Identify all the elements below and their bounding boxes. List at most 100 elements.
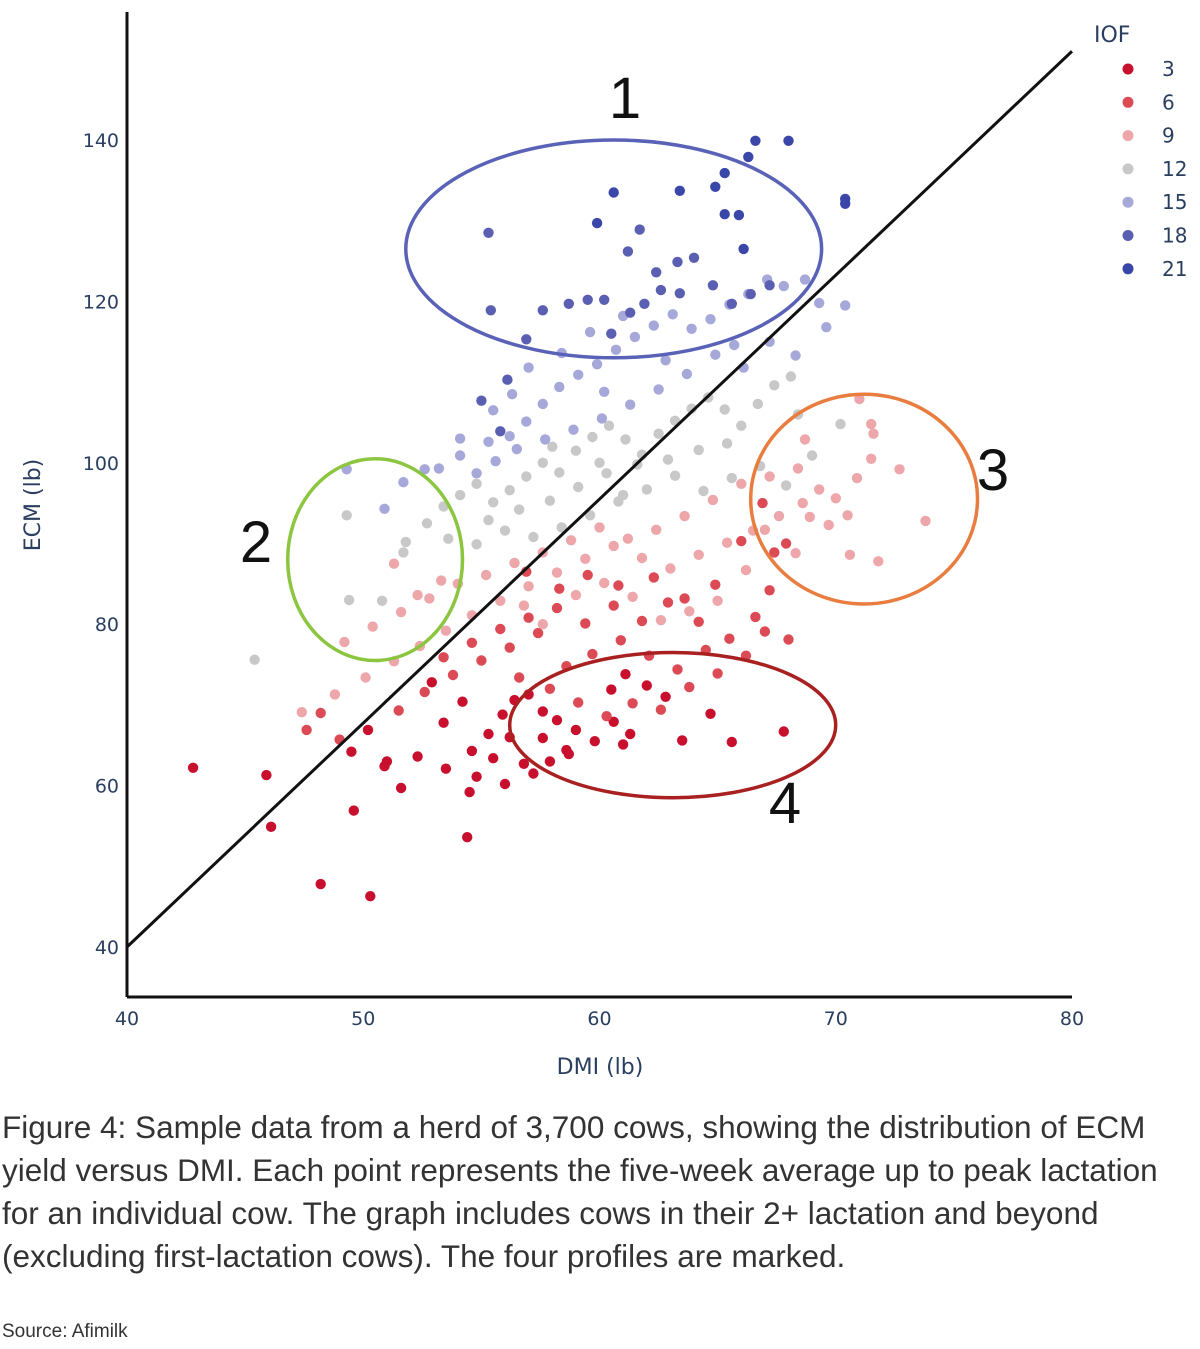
data-point-iof-12 xyxy=(547,441,558,452)
data-point-iof-3 xyxy=(537,732,548,744)
data-point-iof-12 xyxy=(249,654,260,665)
data-point-iof-9 xyxy=(759,524,771,535)
data-point-iof-21 xyxy=(591,217,603,229)
data-point-iof-3 xyxy=(537,706,548,717)
data-point-iof-9 xyxy=(823,519,834,531)
legend: IOF 3 6 9 12 15 18 21 xyxy=(1094,23,1187,281)
data-point-iof-15 xyxy=(398,477,409,488)
data-point-iof-9 xyxy=(440,625,452,636)
data-point-iof-21 xyxy=(733,209,745,221)
data-point-iof-9 xyxy=(693,549,704,560)
data-point-iof-12 xyxy=(669,470,681,481)
y-tick-label: 140 xyxy=(83,130,119,152)
data-point-iof-3 xyxy=(365,891,376,902)
data-point-iof-12 xyxy=(653,428,664,439)
profile-2-ellipse xyxy=(285,456,465,663)
data-point-iof-6 xyxy=(554,583,565,594)
data-point-iof-3 xyxy=(362,724,374,736)
data-point-iof-9 xyxy=(636,552,648,564)
data-point-iof-6 xyxy=(655,704,667,715)
data-point-iof-15 xyxy=(471,468,482,479)
data-point-iof-6 xyxy=(504,642,515,653)
data-point-iof-21 xyxy=(783,135,794,146)
data-point-iof-9 xyxy=(495,595,506,606)
data-point-iof-15 xyxy=(433,463,445,474)
data-point-iof-6 xyxy=(783,634,794,645)
data-point-iof-21 xyxy=(608,187,619,198)
data-point-iof-12 xyxy=(594,457,605,468)
data-point-iof-15 xyxy=(625,399,636,410)
data-point-iof-12 xyxy=(617,489,629,501)
legend-marker-iof-3 xyxy=(1122,63,1134,75)
profile-4-label: 4 xyxy=(769,771,801,836)
legend-marker-iof-15 xyxy=(1122,196,1134,208)
data-point-iof-15 xyxy=(660,355,671,366)
data-point-iof-9 xyxy=(388,558,400,569)
legend-label-iof-6: 6 xyxy=(1162,90,1175,114)
data-point-iof-9 xyxy=(842,510,853,521)
data-point-iof-15 xyxy=(454,450,466,461)
data-point-iof-9 xyxy=(854,393,865,405)
data-point-iof-12 xyxy=(570,445,582,456)
data-point-iof-6 xyxy=(648,572,659,583)
data-point-iof-12 xyxy=(471,478,482,489)
data-point-iof-3 xyxy=(625,728,636,740)
profile-2-label: 2 xyxy=(240,510,272,575)
data-point-iof-6 xyxy=(523,612,534,623)
data-point-iof-9 xyxy=(804,511,815,523)
data-point-iof-6 xyxy=(438,652,449,663)
x-tick-label: 60 xyxy=(587,1008,611,1030)
data-point-iof-12 xyxy=(584,510,596,521)
data-point-iof-9 xyxy=(627,591,638,602)
data-point-iof-6 xyxy=(514,672,525,683)
data-point-iof-18 xyxy=(502,374,513,385)
data-point-iof-21 xyxy=(743,151,754,163)
data-point-iof-6 xyxy=(764,585,775,596)
data-point-iof-18 xyxy=(476,395,487,406)
data-point-iof-18 xyxy=(639,298,650,309)
data-point-iof-6 xyxy=(724,633,735,644)
data-point-iof-3 xyxy=(608,716,619,727)
data-point-iof-3 xyxy=(620,669,631,680)
data-point-iof-12 xyxy=(641,484,652,495)
data-point-iof-6 xyxy=(419,686,430,698)
profile-4-ellipse xyxy=(507,650,838,800)
y-tick-label: 80 xyxy=(95,614,119,636)
data-point-iof-6 xyxy=(636,615,648,627)
data-point-iof-21 xyxy=(750,135,761,146)
data-point-iof-3 xyxy=(464,786,475,798)
data-point-iof-12 xyxy=(528,531,539,543)
data-point-iof-3 xyxy=(544,756,556,767)
data-point-iof-6 xyxy=(627,698,638,709)
data-point-iof-15 xyxy=(511,443,522,455)
data-point-iof-3 xyxy=(570,724,582,736)
data-point-iof-9 xyxy=(866,453,877,464)
data-point-iof-3 xyxy=(261,769,272,781)
data-point-iof-12 xyxy=(537,457,548,468)
data-point-iof-9 xyxy=(736,478,747,489)
reference-line xyxy=(125,50,1074,949)
data-point-iof-18 xyxy=(625,307,636,318)
data-point-iof-12 xyxy=(769,380,780,391)
data-point-iof-15 xyxy=(540,434,551,445)
data-point-iof-12 xyxy=(521,471,532,482)
data-point-iof-9 xyxy=(655,615,667,626)
data-point-iof-6 xyxy=(750,611,761,623)
data-point-iof-15 xyxy=(584,326,596,338)
data-point-iof-15 xyxy=(483,436,494,447)
data-point-iof-3 xyxy=(471,771,482,782)
data-point-iof-15 xyxy=(573,369,584,380)
data-point-iof-15 xyxy=(506,389,518,400)
y-tick-label: 40 xyxy=(95,937,119,959)
data-point-iof-3 xyxy=(677,735,688,746)
data-point-iof-15 xyxy=(821,322,832,333)
data-point-iof-21 xyxy=(674,185,685,196)
data-point-iof-6 xyxy=(613,580,624,591)
data-point-iof-12 xyxy=(483,514,494,526)
data-point-iof-3 xyxy=(466,745,478,757)
data-point-iof-15 xyxy=(705,314,716,325)
data-point-iof-6 xyxy=(476,655,487,666)
data-point-iof-6 xyxy=(759,626,771,637)
data-point-iof-12 xyxy=(398,547,409,558)
